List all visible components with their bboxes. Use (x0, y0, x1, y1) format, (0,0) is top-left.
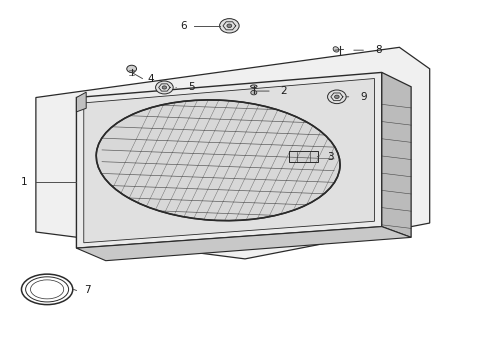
Text: 3: 3 (327, 152, 334, 162)
Text: 6: 6 (181, 21, 187, 31)
Text: 8: 8 (375, 45, 382, 55)
Text: 7: 7 (84, 285, 90, 296)
Circle shape (335, 95, 339, 99)
Polygon shape (76, 72, 382, 248)
Text: 4: 4 (147, 73, 154, 84)
Circle shape (251, 90, 257, 95)
Text: 1: 1 (21, 177, 27, 187)
Circle shape (220, 19, 239, 33)
Text: 5: 5 (188, 82, 195, 93)
FancyBboxPatch shape (289, 151, 318, 162)
Text: 2: 2 (281, 86, 287, 96)
Polygon shape (76, 92, 86, 112)
Polygon shape (382, 72, 411, 237)
Text: 9: 9 (360, 92, 367, 102)
Ellipse shape (96, 100, 340, 221)
Polygon shape (76, 226, 411, 261)
Polygon shape (84, 78, 374, 243)
Circle shape (162, 86, 167, 89)
Circle shape (127, 65, 137, 72)
Circle shape (156, 81, 173, 94)
Ellipse shape (250, 85, 257, 88)
Polygon shape (36, 47, 430, 259)
Circle shape (227, 24, 232, 28)
Ellipse shape (333, 47, 339, 52)
Circle shape (328, 90, 346, 104)
